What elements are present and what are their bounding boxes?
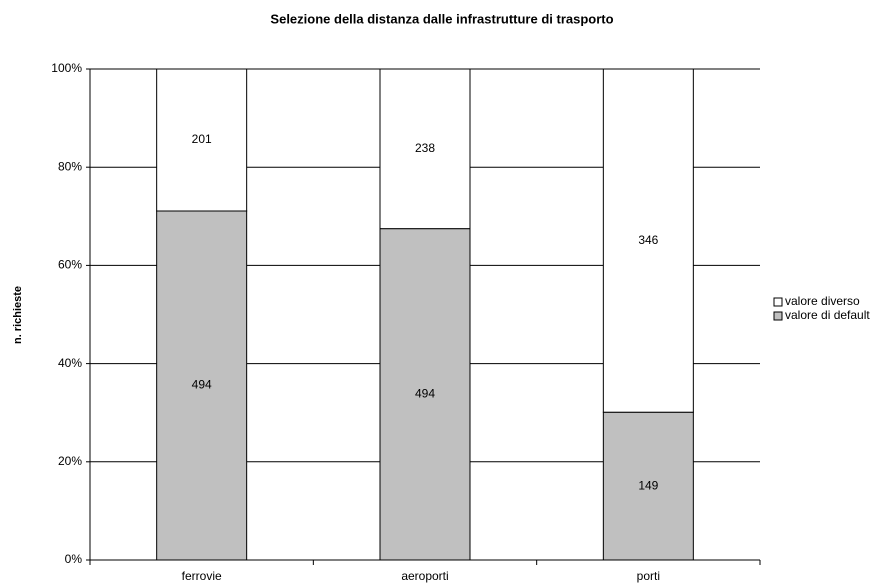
x-tick-label: ferrovie	[182, 569, 222, 583]
y-tick-label: 100%	[51, 61, 82, 75]
legend-swatch	[773, 297, 783, 307]
legend-swatch	[773, 311, 783, 321]
x-tick-label: aeroporti	[401, 569, 448, 583]
data-label: 149	[638, 478, 658, 492]
data-label: 346	[638, 233, 658, 247]
y-tick-label: 0%	[65, 552, 83, 566]
bar-segment	[156, 210, 248, 561]
data-label: 238	[415, 141, 435, 155]
bar-segment	[602, 411, 694, 561]
y-tick-label: 60%	[58, 258, 82, 272]
bar-segment	[379, 68, 471, 230]
x-tick-label: porti	[637, 569, 660, 583]
legend-label: valore diverso	[785, 294, 860, 308]
y-axis-label: n. richieste	[12, 286, 24, 344]
data-label: 494	[415, 386, 435, 400]
data-label: 494	[192, 378, 212, 392]
bar-segment	[379, 228, 471, 561]
legend-label: valore di default	[785, 308, 870, 322]
y-tick-label: 40%	[58, 356, 82, 370]
chart-title: Selezione della distanza dalle infrastru…	[270, 11, 613, 26]
bar-segment	[156, 68, 248, 212]
data-label: 201	[192, 132, 212, 146]
y-tick-label: 80%	[58, 159, 82, 173]
bar-segment	[602, 68, 694, 413]
y-tick-label: 20%	[58, 454, 82, 468]
